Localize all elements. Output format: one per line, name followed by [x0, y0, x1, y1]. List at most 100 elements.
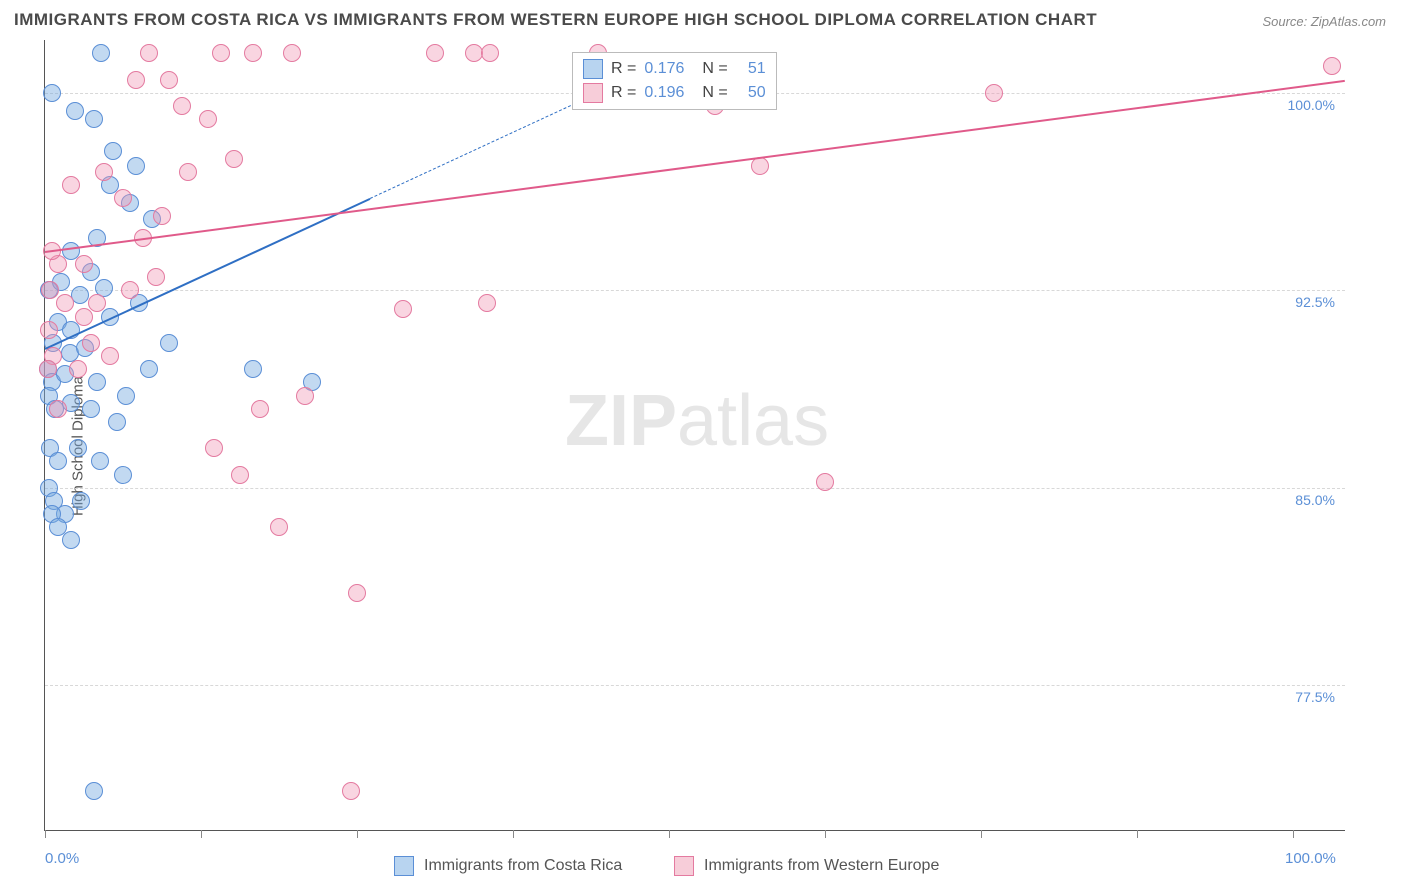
- n-value: 50: [736, 84, 766, 102]
- data-point: [231, 466, 249, 484]
- data-point: [179, 163, 197, 181]
- x-tick-mark: [201, 830, 202, 838]
- data-point: [481, 44, 499, 62]
- data-point: [85, 110, 103, 128]
- x-tick-mark: [669, 830, 670, 838]
- data-point: [348, 584, 366, 602]
- data-point: [160, 334, 178, 352]
- data-point: [426, 44, 444, 62]
- data-point: [283, 44, 301, 62]
- data-point: [244, 360, 262, 378]
- data-point: [69, 439, 87, 457]
- data-point: [71, 286, 89, 304]
- data-point: [342, 782, 360, 800]
- data-point: [49, 400, 67, 418]
- gridline: [45, 685, 1345, 686]
- x-tick-mark: [1293, 830, 1294, 838]
- data-point: [985, 84, 1003, 102]
- n-value: 51: [736, 60, 766, 78]
- x-tick-mark: [981, 830, 982, 838]
- r-label: R =: [611, 60, 636, 78]
- data-point: [62, 176, 80, 194]
- stats-legend-row: R = 0.196 N = 50: [583, 81, 766, 105]
- data-point: [108, 413, 126, 431]
- data-point: [82, 400, 100, 418]
- data-point: [91, 452, 109, 470]
- data-point: [212, 44, 230, 62]
- y-tick-label: 77.5%: [1275, 689, 1335, 705]
- data-point: [85, 782, 103, 800]
- gridline: [45, 488, 1345, 489]
- data-point: [72, 492, 90, 510]
- x-start-label: 0.0%: [45, 850, 79, 867]
- data-point: [49, 452, 67, 470]
- data-point: [140, 360, 158, 378]
- data-point: [62, 531, 80, 549]
- data-point: [1323, 57, 1341, 75]
- data-point: [66, 102, 84, 120]
- data-point: [101, 347, 119, 365]
- data-point: [160, 71, 178, 89]
- data-point: [199, 110, 217, 128]
- chart-title: IMMIGRANTS FROM COSTA RICA VS IMMIGRANTS…: [14, 10, 1097, 30]
- data-point: [114, 189, 132, 207]
- gridline: [45, 290, 1345, 291]
- y-tick-label: 92.5%: [1275, 294, 1335, 310]
- legend-label: Immigrants from Western Europe: [704, 857, 939, 875]
- data-point: [173, 97, 191, 115]
- x-end-label: 100.0%: [1285, 850, 1336, 867]
- stats-legend: R = 0.176 N = 51 R = 0.196 N = 50: [572, 52, 777, 110]
- data-point: [478, 294, 496, 312]
- data-point: [43, 84, 61, 102]
- x-tick-mark: [357, 830, 358, 838]
- data-point: [82, 334, 100, 352]
- data-point: [114, 466, 132, 484]
- data-point: [394, 300, 412, 318]
- x-tick-mark: [513, 830, 514, 838]
- legend-label: Immigrants from Costa Rica: [424, 857, 622, 875]
- legend-swatch: [394, 856, 414, 876]
- data-point: [147, 268, 165, 286]
- data-point: [127, 157, 145, 175]
- data-point: [205, 439, 223, 457]
- legend-swatch: [583, 59, 603, 79]
- source-attribution: Source: ZipAtlas.com: [1262, 14, 1386, 29]
- data-point: [95, 163, 113, 181]
- data-point: [153, 207, 171, 225]
- data-point: [39, 360, 57, 378]
- data-point: [41, 281, 59, 299]
- legend-swatch: [674, 856, 694, 876]
- data-point: [88, 373, 106, 391]
- stats-legend-row: R = 0.176 N = 51: [583, 57, 766, 81]
- x-tick-mark: [1137, 830, 1138, 838]
- x-tick-mark: [825, 830, 826, 838]
- data-point: [92, 44, 110, 62]
- n-label: N =: [702, 84, 727, 102]
- data-point: [296, 387, 314, 405]
- data-point: [75, 255, 93, 273]
- watermark: ZIPatlas: [565, 380, 829, 462]
- legend-item: Immigrants from Western Europe: [674, 856, 939, 876]
- data-point: [140, 44, 158, 62]
- n-label: N =: [702, 60, 727, 78]
- r-label: R =: [611, 84, 636, 102]
- data-point: [56, 294, 74, 312]
- data-point: [127, 71, 145, 89]
- data-point: [816, 473, 834, 491]
- plot-area: ZIPatlas 77.5%85.0%92.5%100.0%0.0%100.0%: [44, 40, 1345, 831]
- data-point: [244, 44, 262, 62]
- data-point: [75, 308, 93, 326]
- data-point: [225, 150, 243, 168]
- data-point: [69, 360, 87, 378]
- data-point: [104, 142, 122, 160]
- data-point: [117, 387, 135, 405]
- legend-swatch: [583, 83, 603, 103]
- r-value: 0.196: [644, 84, 694, 102]
- data-point: [40, 321, 58, 339]
- data-point: [121, 281, 139, 299]
- chart-container: IMMIGRANTS FROM COSTA RICA VS IMMIGRANTS…: [0, 0, 1406, 892]
- data-point: [251, 400, 269, 418]
- r-value: 0.176: [644, 60, 694, 78]
- data-point: [270, 518, 288, 536]
- y-tick-label: 85.0%: [1275, 492, 1335, 508]
